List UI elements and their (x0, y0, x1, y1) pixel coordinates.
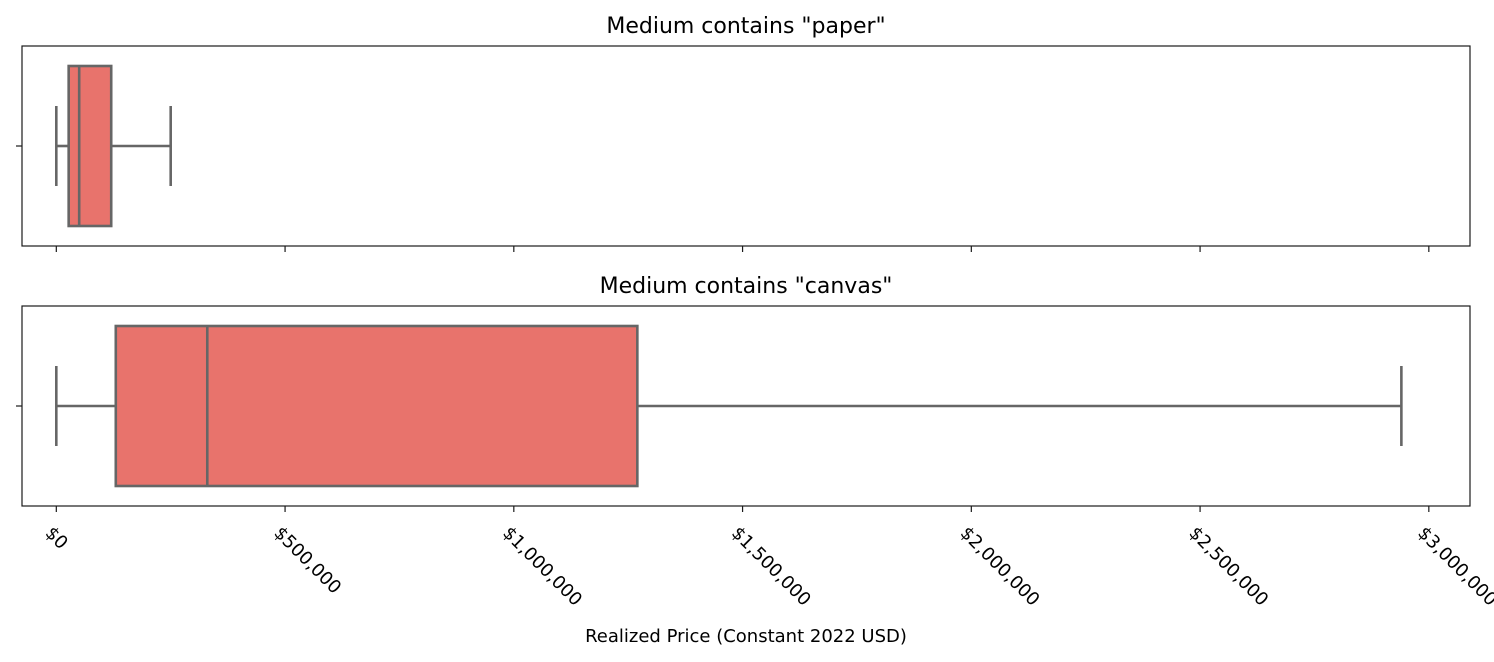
panel-title: Medium contains "paper" (606, 14, 885, 39)
x-tick-label-2: $1,000,000 (498, 523, 586, 611)
x-tick-label-1: $500,000 (270, 523, 346, 599)
x-tick-label-0: $0 (41, 523, 72, 554)
x-tick-label-5: $2,500,000 (1185, 523, 1273, 611)
iqr-box (67, 64, 113, 228)
x-axis-label: Realized Price (Constant 2022 USD) (585, 626, 907, 647)
panel-2: Medium contains "canvas" (16, 274, 1471, 512)
axes-frame (21, 45, 1471, 247)
panel-title: Medium contains "canvas" (600, 274, 893, 299)
iqr-box (114, 324, 639, 488)
chart-panels: Medium contains "paper" Medium contains "… (16, 14, 1494, 610)
x-tick-label-6: $3,000,000 (1413, 523, 1494, 611)
x-tick-label-4: $2,000,000 (956, 523, 1044, 611)
x-tick-label-3: $1,500,000 (727, 523, 815, 611)
panel-1: Medium contains "paper" (16, 14, 1471, 252)
